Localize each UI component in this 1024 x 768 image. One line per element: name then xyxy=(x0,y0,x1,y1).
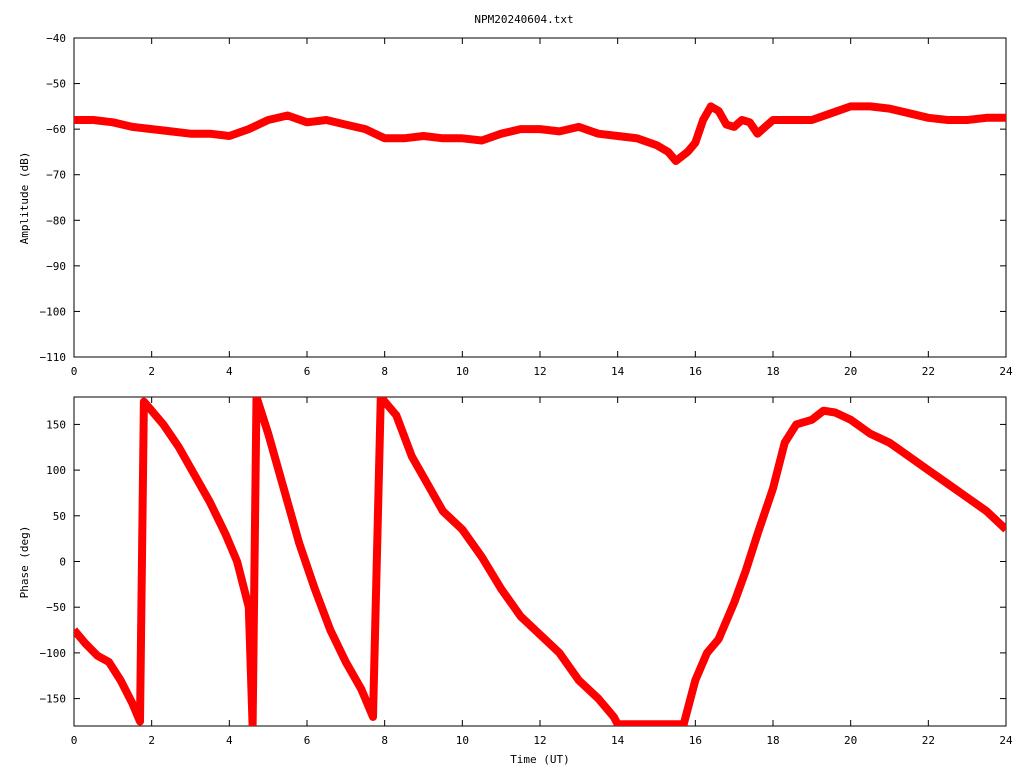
phase-y-tick-label: −150 xyxy=(40,693,67,706)
phase-y-tick-label: −100 xyxy=(40,647,67,660)
phase-x-tick-label: 22 xyxy=(922,734,935,747)
amplitude-series xyxy=(74,102,1006,165)
amplitude-x-tick-label: 24 xyxy=(999,365,1013,378)
amplitude-series-line xyxy=(74,102,1006,165)
amplitude-y-tick-label: −40 xyxy=(46,32,66,45)
phase-x-tick-label: 0 xyxy=(71,734,78,747)
phase-series xyxy=(74,397,1006,726)
chart-title: NPM20240604.txt xyxy=(474,13,573,26)
phase-plot-frame xyxy=(73,396,1007,727)
phase-series-line xyxy=(74,397,1006,726)
phase-x-axis-label: Time (UT) xyxy=(510,753,570,766)
phase-x-tick-label: 2 xyxy=(148,734,155,747)
phase-x-tick-label: 6 xyxy=(304,734,311,747)
amplitude-panel: −40−50−60−70−80−90−100−110 0 2 4 6 8 10 12 14 16… xyxy=(18,32,1013,378)
phase-x-tick-label: 8 xyxy=(381,734,388,747)
phase-y-tick-label: 50 xyxy=(53,510,66,523)
phase-y-tick-label: 150 xyxy=(46,418,66,431)
phase-x-tick-label: 24 xyxy=(999,734,1013,747)
phase-y-tick-label: 100 xyxy=(46,464,66,477)
amplitude-y-tick-label: −100 xyxy=(40,305,67,318)
amplitude-x-tick-label: 12 xyxy=(533,365,546,378)
amplitude-x-tick-label: 14 xyxy=(611,365,625,378)
amplitude-y-tick-label: −90 xyxy=(46,260,66,273)
phase-y-axis-label: Phase (deg) xyxy=(18,526,31,599)
amplitude-y-tick-label: −70 xyxy=(46,169,66,182)
amplitude-x-tick-label: 10 xyxy=(456,365,469,378)
amplitude-x-tick-label: 6 xyxy=(304,365,311,378)
phase-y-tick-label: −50 xyxy=(46,601,66,614)
amplitude-x-tick-label: 22 xyxy=(922,365,935,378)
amplitude-y-axis-label: Amplitude (dB) xyxy=(18,152,31,245)
amplitude-x-tick-label: 4 xyxy=(226,365,233,378)
phase-x-tick-label: 4 xyxy=(226,734,233,747)
phase-x-tick-label: 14 xyxy=(611,734,625,747)
amplitude-x-tick-label: 18 xyxy=(766,365,779,378)
amplitude-x-tick-label: 0 xyxy=(71,365,78,378)
phase-y-ticks: 150 100 50 0 −50 −100 −150 xyxy=(40,418,1006,706)
amplitude-x-tick-label: 2 xyxy=(148,365,155,378)
amplitude-x-tick-label: 16 xyxy=(689,365,702,378)
amplitude-x-tick-label: 8 xyxy=(381,365,388,378)
amplitude-plot-frame xyxy=(73,37,1007,358)
phase-y-tick-label: 0 xyxy=(59,556,66,569)
phase-x-tick-label: 10 xyxy=(456,734,469,747)
phase-x-tick-label: 20 xyxy=(844,734,857,747)
amplitude-y-tick-label: −80 xyxy=(46,214,66,227)
phase-x-tick-label: 12 xyxy=(533,734,546,747)
phase-x-tick-label: 18 xyxy=(766,734,779,747)
amplitude-y-tick-label: −50 xyxy=(46,78,66,91)
phase-x-tick-label: 16 xyxy=(689,734,702,747)
amplitude-y-tick-label: −60 xyxy=(46,123,66,136)
amplitude-y-ticks: −40 −50 −60 −70 −80 −90 −100 −110 xyxy=(40,32,1006,364)
phase-x-ticks: 0 2 4 6 8 10 12 14 16 18 20 22 24 xyxy=(71,397,1013,747)
amplitude-y-tick-label: −110 xyxy=(40,351,67,364)
amplitude-x-ticks: 0 2 4 6 8 10 12 14 16 18 20 22 24 xyxy=(71,38,1013,378)
amplitude-x-tick-label: 20 xyxy=(844,365,857,378)
